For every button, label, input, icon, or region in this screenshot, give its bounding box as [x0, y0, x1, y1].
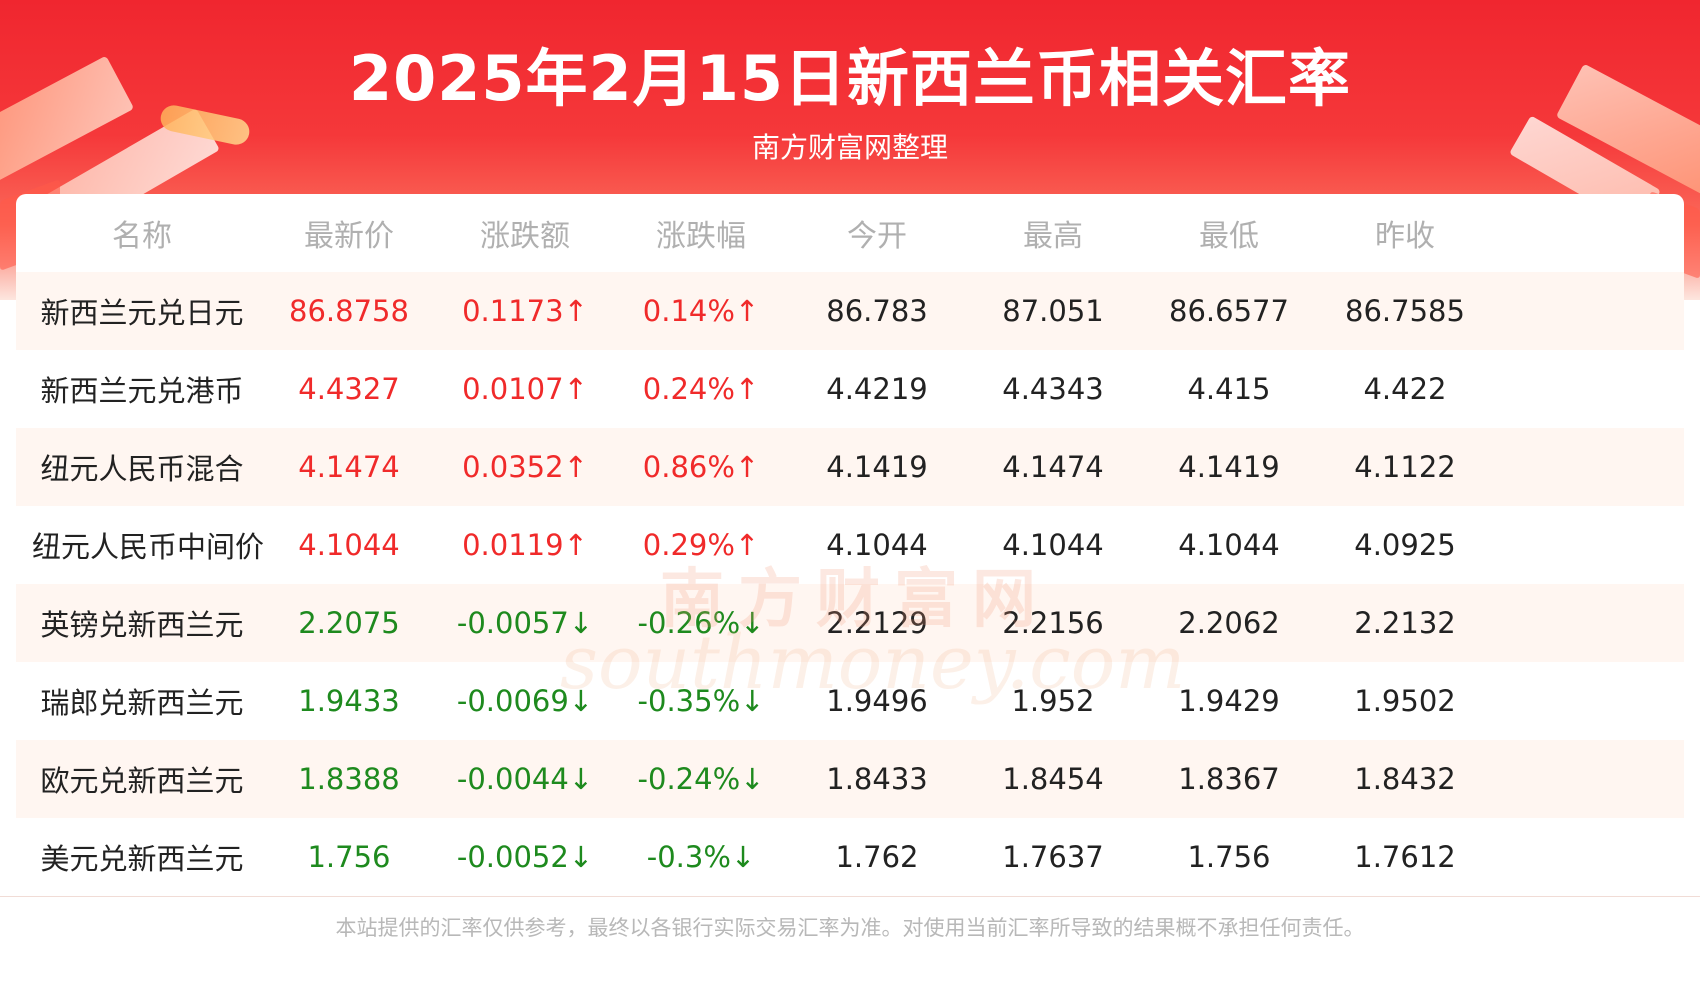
change-amount: -0.0057↓	[456, 606, 594, 640]
row-name: 英镑兑新西兰元	[40, 608, 244, 642]
prev-close: 4.0925	[1354, 528, 1456, 562]
prev-close: 4.1122	[1354, 450, 1456, 484]
open-price: 1.762	[835, 840, 919, 874]
latest-price: 1.756	[307, 840, 391, 874]
low-price: 2.2062	[1178, 606, 1280, 640]
high-price: 87.051	[1002, 294, 1104, 328]
low-price: 1.8367	[1178, 762, 1280, 796]
table-row: 欧元兑新西兰元 1.8388 -0.0044↓ -0.24%↓ 1.8433 1.8454…	[16, 740, 1684, 818]
open-price: 86.783	[826, 294, 928, 328]
table-row: 新西兰元兑港币 4.4327 0.0107↑ 0.24%↑ 4.4219 4.4343 4.…	[16, 350, 1684, 428]
row-name: 新西兰元兑港币	[40, 374, 244, 408]
page-title: 2025年2月15日新西兰币相关汇率	[349, 42, 1351, 115]
change-percent: 0.86%↑	[642, 450, 760, 484]
high-price: 1.8454	[1002, 762, 1104, 796]
open-price: 4.1044	[826, 528, 928, 562]
low-price: 4.1419	[1178, 450, 1280, 484]
change-percent: -0.26%↓	[637, 606, 765, 640]
open-price: 2.2129	[826, 606, 928, 640]
rate-table: 名称 最新价 涨跌额 涨跌幅 今开 最高 最低 昨收 新西兰元兑日元 86.875…	[16, 194, 1684, 896]
table-row: 纽元人民币中间价 4.1044 0.0119↑ 0.29%↑ 4.1044 4.1044 4…	[16, 506, 1684, 584]
table-row: 新西兰元兑日元 86.8758 0.1173↑ 0.14%↑ 86.783 87.051 8…	[16, 272, 1684, 350]
open-price: 1.9496	[826, 684, 928, 718]
prev-close: 1.8432	[1354, 762, 1456, 796]
change-percent: -0.3%↓	[646, 840, 756, 874]
row-name: 瑞郎兑新西兰元	[40, 686, 244, 720]
latest-price: 2.2075	[298, 606, 400, 640]
change-amount: -0.0069↓	[456, 684, 594, 718]
header-prev-close: 昨收	[1375, 219, 1435, 254]
prev-close: 2.2132	[1354, 606, 1456, 640]
open-price: 4.1419	[826, 450, 928, 484]
header-high: 最高	[1023, 219, 1083, 254]
high-price: 4.1474	[1002, 450, 1104, 484]
table-header: 名称 最新价 涨跌额 涨跌幅 今开 最高 最低 昨收	[16, 194, 1684, 272]
prev-close: 1.9502	[1354, 684, 1456, 718]
change-amount: -0.0044↓	[456, 762, 594, 796]
low-price: 1.756	[1187, 840, 1271, 874]
latest-price: 1.8388	[298, 762, 400, 796]
high-price: 4.4343	[1002, 372, 1104, 406]
page-subtitle: 南方财富网整理	[751, 131, 948, 164]
low-price: 1.9429	[1178, 684, 1280, 718]
table-row: 瑞郎兑新西兰元 1.9433 -0.0069↓ -0.35%↓ 1.9496 1.952 1…	[16, 662, 1684, 740]
header-latest: 最新价	[304, 219, 394, 254]
prev-close: 86.7585	[1345, 294, 1465, 328]
latest-price: 4.1044	[298, 528, 400, 562]
table-row: 美元兑新西兰元 1.756 -0.0052↓ -0.3%↓ 1.762 1.7637 1.7…	[16, 818, 1684, 896]
latest-price: 86.8758	[289, 294, 409, 328]
header-change: 涨跌额	[480, 219, 570, 254]
low-price: 86.6577	[1169, 294, 1289, 328]
change-percent: 0.29%↑	[642, 528, 760, 562]
prev-close: 1.7612	[1354, 840, 1456, 874]
row-name: 欧元兑新西兰元	[40, 764, 244, 798]
header-low: 最低	[1199, 219, 1259, 254]
latest-price: 1.9433	[298, 684, 400, 718]
table-row: 纽元人民币混合 4.1474 0.0352↑ 0.86%↑ 4.1419 4.1474 4.…	[16, 428, 1684, 506]
header-open: 今开	[847, 219, 907, 254]
footer-divider	[0, 896, 1700, 897]
low-price: 4.415	[1187, 372, 1271, 406]
row-name: 纽元人民币中间价	[32, 530, 265, 564]
change-percent: -0.24%↓	[637, 762, 765, 796]
row-name: 新西兰元兑日元	[40, 296, 244, 330]
change-amount: -0.0052↓	[456, 840, 594, 874]
low-price: 4.1044	[1178, 528, 1280, 562]
open-price: 4.4219	[826, 372, 928, 406]
change-amount: 0.0352↑	[462, 450, 588, 484]
open-price: 1.8433	[826, 762, 928, 796]
row-name: 美元兑新西兰元	[40, 842, 244, 876]
watermark-cn: 南方财富网	[660, 563, 1050, 637]
latest-price: 4.4327	[298, 372, 400, 406]
table-row: 英镑兑新西兰元 2.2075 -0.0057↓ -0.26%↓ 2.2129 2.2156…	[16, 584, 1684, 662]
latest-price: 4.1474	[298, 450, 400, 484]
footer-disclaimer: 本站提供的汇率仅供参考，最终以各银行实际交易汇率为准。对使用当前汇率所导致的结果…	[335, 916, 1365, 940]
change-percent: -0.35%↓	[637, 684, 765, 718]
change-amount: 0.0107↑	[462, 372, 588, 406]
high-price: 1.7637	[1002, 840, 1104, 874]
table-body: 新西兰元兑日元 86.8758 0.1173↑ 0.14%↑ 86.783 87.051 8…	[16, 272, 1684, 896]
high-price: 4.1044	[1002, 528, 1104, 562]
prev-close: 4.422	[1363, 372, 1447, 406]
change-amount: 0.0119↑	[462, 528, 588, 562]
high-price: 1.952	[1011, 684, 1095, 718]
header-name: 名称	[112, 219, 172, 254]
high-price: 2.2156	[1002, 606, 1104, 640]
row-name: 纽元人民币混合	[40, 452, 244, 486]
change-amount: 0.1173↑	[462, 294, 588, 328]
change-percent: 0.14%↑	[642, 294, 760, 328]
watermark-en: southmoney.com	[560, 620, 1186, 706]
change-percent: 0.24%↑	[642, 372, 760, 406]
header-change-pct: 涨跌幅	[656, 219, 746, 254]
